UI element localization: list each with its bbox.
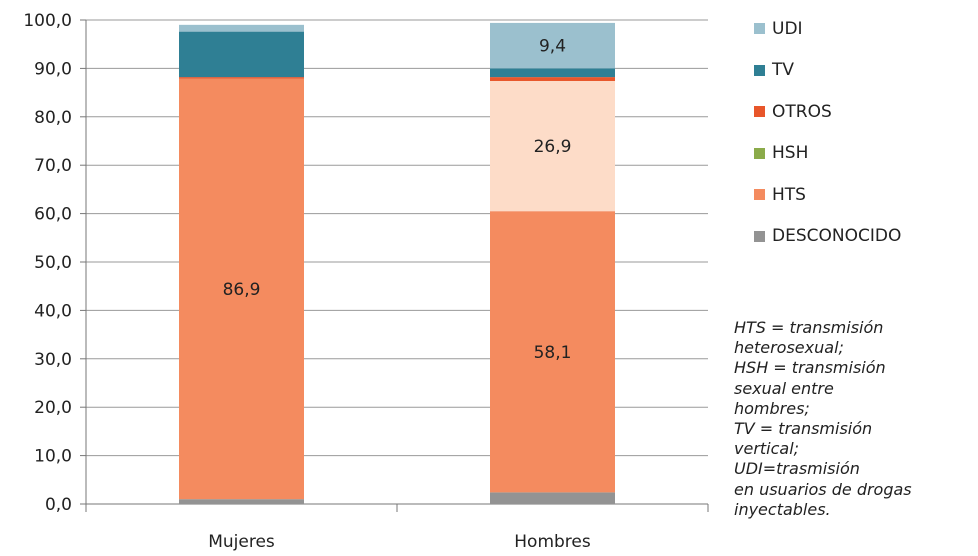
bar-segment bbox=[490, 80, 615, 212]
data-label: 26,9 bbox=[534, 137, 572, 157]
y-tick-label: 30,0 bbox=[34, 350, 72, 370]
y-tick-label: 60,0 bbox=[34, 205, 72, 225]
legend-label: OTROS bbox=[772, 101, 832, 122]
note-line: TV = transmisión bbox=[734, 419, 873, 439]
y-tick-label: 40,0 bbox=[34, 301, 72, 321]
bar-segment bbox=[179, 499, 304, 504]
y-tick-label: 100,0 bbox=[23, 11, 72, 31]
legend-swatch bbox=[754, 147, 765, 159]
legend-item: DESCONOCIDO bbox=[754, 216, 901, 258]
legend-swatch bbox=[754, 189, 765, 201]
note-line: sexual entre bbox=[734, 378, 834, 398]
data-label: 9,4 bbox=[539, 37, 566, 57]
y-tick-label: 0,0 bbox=[45, 495, 72, 515]
bar-segment bbox=[179, 31, 304, 78]
note-line: hombres; bbox=[734, 398, 810, 418]
legend-item: HTS bbox=[754, 174, 901, 216]
y-tick-label: 80,0 bbox=[34, 108, 72, 128]
legend-label: HTS bbox=[772, 184, 806, 205]
legend-label: TV bbox=[772, 60, 795, 81]
legend-item: HSH bbox=[754, 133, 901, 175]
y-tick-label: 70,0 bbox=[34, 156, 72, 176]
bar-segment bbox=[179, 24, 304, 32]
y-tick-label: 90,0 bbox=[34, 59, 72, 79]
legend-swatch bbox=[754, 106, 765, 118]
legend-swatch bbox=[754, 23, 765, 35]
note-line: inyectables. bbox=[734, 499, 831, 519]
bar-segment bbox=[179, 77, 304, 79]
data-label: 86,9 bbox=[223, 280, 261, 300]
legend-item: OTROS bbox=[754, 91, 901, 133]
y-tick-label: 50,0 bbox=[34, 253, 72, 273]
bar-segment bbox=[179, 78, 304, 500]
bar-segment bbox=[490, 492, 615, 504]
bar-segment bbox=[490, 68, 615, 78]
legend-item: TV bbox=[754, 50, 901, 92]
legend-label: HSH bbox=[772, 143, 809, 164]
bar-segment bbox=[490, 22, 615, 69]
legend: UDI TV OTROS HSH HTS DESCONOCIDO bbox=[754, 8, 901, 257]
x-category-label: Hombres bbox=[514, 532, 591, 552]
y-tick-label: 10,0 bbox=[34, 447, 72, 467]
bar-segment bbox=[490, 211, 615, 493]
legend-swatch bbox=[754, 64, 765, 76]
note-line: en usuarios de drogas bbox=[734, 479, 912, 499]
note-line: HSH = transmisión bbox=[734, 358, 886, 378]
x-category-label: Mujeres bbox=[208, 532, 275, 552]
note-line: UDI=trasmisión bbox=[734, 459, 860, 479]
note-line: vertical; bbox=[734, 439, 800, 459]
data-label: 58,1 bbox=[534, 343, 572, 363]
legend-label: UDI bbox=[772, 18, 803, 39]
note-line: heterosexual; bbox=[734, 338, 844, 358]
y-tick-label: 20,0 bbox=[34, 398, 72, 418]
legend-swatch bbox=[754, 230, 765, 242]
bar-segment bbox=[490, 77, 615, 81]
legend-item: UDI bbox=[754, 8, 901, 50]
note-line: HTS = transmisión bbox=[734, 318, 884, 337]
legend-label: DESCONOCIDO bbox=[772, 226, 902, 247]
abbreviation-note: HTS = transmisión heterosexual; HSH = tran… bbox=[734, 318, 974, 520]
